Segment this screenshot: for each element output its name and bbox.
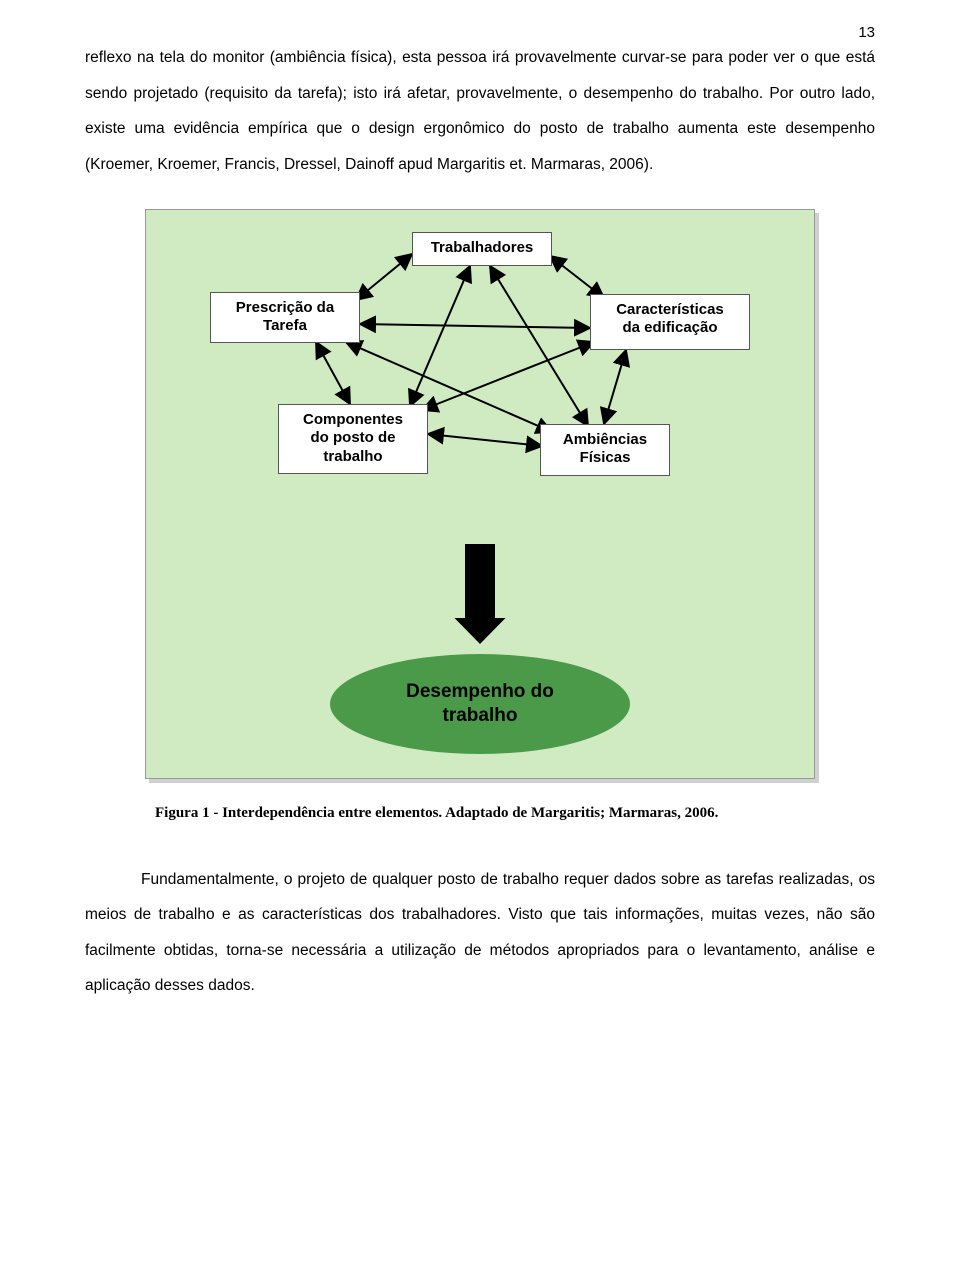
page-number: 13 bbox=[858, 24, 875, 41]
node-componentes-posto: Componentesdo posto detrabalho bbox=[278, 404, 428, 474]
node-desempenho-ellipse: Desempenho dotrabalho bbox=[330, 654, 630, 754]
diagram: Trabalhadores Prescrição daTarefa Caract… bbox=[150, 214, 810, 774]
node-ambiencias-fisicas: AmbiênciasFísicas bbox=[540, 424, 670, 476]
figure-caption: Figura 1 - Interdependência entre elemen… bbox=[155, 805, 875, 822]
paragraph-2: Fundamentalmente, o projeto de qualquer … bbox=[85, 862, 875, 1005]
diagram-frame: Trabalhadores Prescrição daTarefa Caract… bbox=[145, 209, 815, 779]
node-caracteristicas-edificacao: Característicasda edificação bbox=[590, 294, 750, 350]
node-trabalhadores: Trabalhadores bbox=[412, 232, 552, 266]
node-prescricao-tarefa: Prescrição daTarefa bbox=[210, 292, 360, 344]
paragraph-1: reflexo na tela do monitor (ambiência fí… bbox=[85, 40, 875, 183]
